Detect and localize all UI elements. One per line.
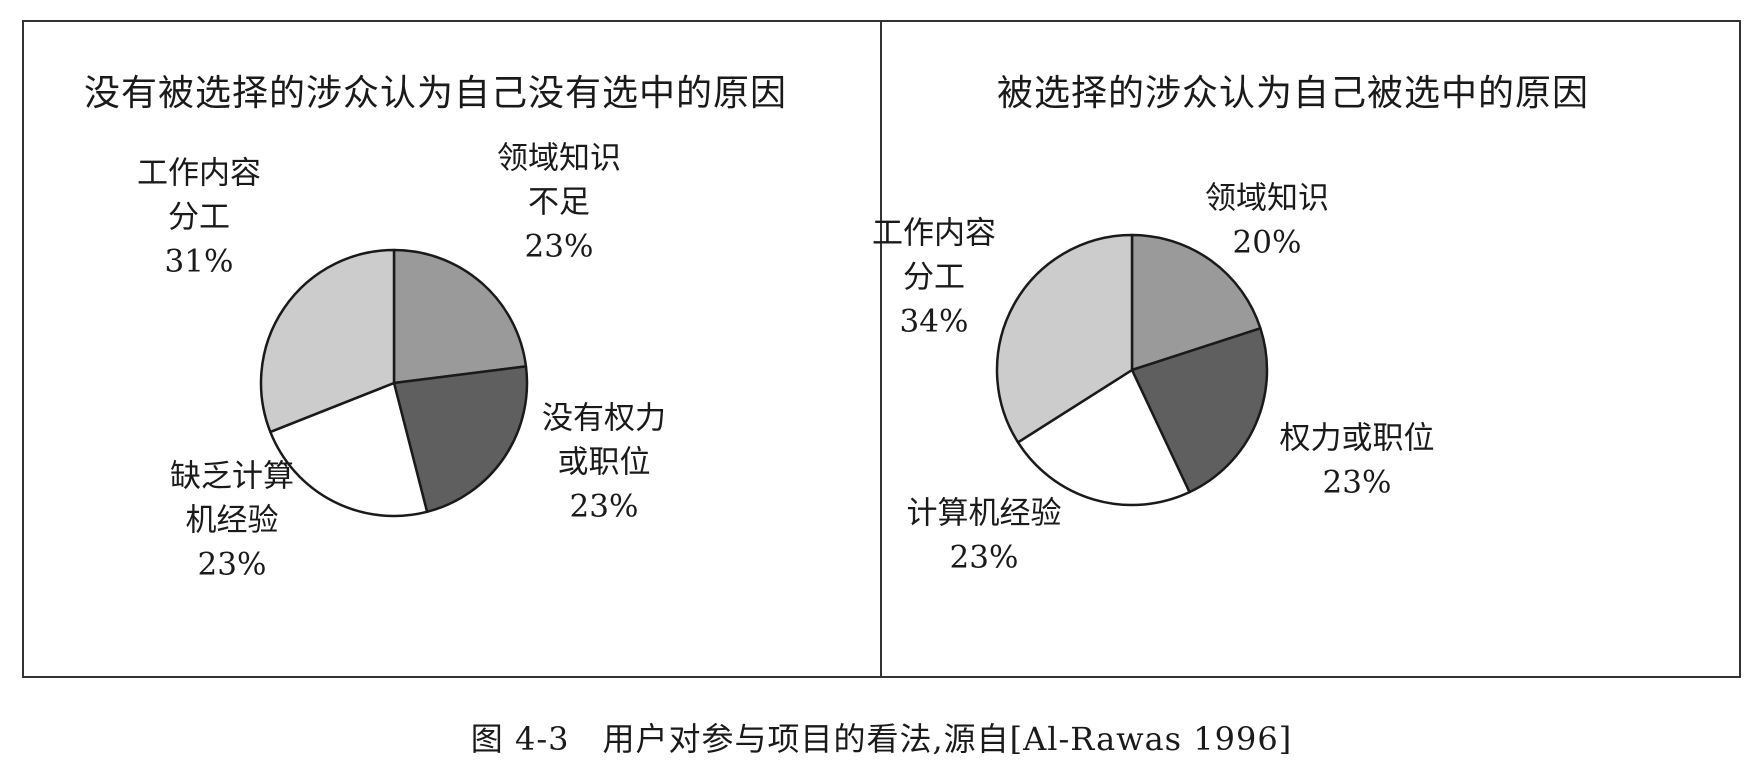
right-pie-value-label-1: 23%: [1323, 465, 1392, 501]
right-pie-slice-label-1-0: 权力或职位: [1280, 421, 1435, 457]
right-pie-panel: 被选择的涉众认为自己被选中的原因 领域知识 20% 权力或职位 23% 计算机经验 23%…: [872, 20, 1739, 678]
right-pie-slice-0: [1130, 233, 1262, 372]
left-pie-slice-2: [269, 381, 429, 518]
right-pie-slice-label-0-0: 领域知识: [1205, 181, 1329, 217]
right-pie-value-label-0: 20%: [1233, 225, 1302, 261]
right-pie-slice-label-3-0: 工作内容: [872, 216, 996, 252]
right-pie-slice-label-3-1: 分工: [903, 260, 965, 296]
right-pie-value-label-3: 34%: [900, 304, 969, 340]
right-pie-slice-2: [1016, 368, 1191, 507]
panel-divider: [880, 20, 882, 678]
left-pie-slice-3: [259, 248, 396, 434]
right-pie-value-label-2: 23%: [950, 540, 1019, 576]
left-pie-slice-label-3-0: 工作内容: [137, 156, 261, 192]
right-pie-slice-label-2-0: 计算机经验: [907, 496, 1062, 532]
left-pie-slice-0: [392, 248, 528, 385]
left-pie-slice-label-3-1: 分工: [168, 200, 230, 236]
left-pie-title: 没有被选择的涉众认为自己没有选中的原因: [84, 73, 788, 114]
left-pie-slice-label-2-0: 缺乏计算: [170, 459, 294, 495]
left-pie-value-label-3: 31%: [165, 244, 234, 280]
right-pie-slice-1: [1130, 327, 1269, 494]
left-pie-value-label-1: 23%: [570, 489, 639, 525]
left-pie-slice-label-0-1: 不足: [528, 185, 590, 221]
left-pie-slice-1: [392, 365, 529, 514]
right-pie-slice-3: [995, 233, 1134, 444]
left-pie-panel: 没有被选择的涉众认为自己没有选中的原因 领域知识不足 23% 没有权力或职位 23% 缺…: [24, 20, 880, 678]
left-pie-slice-label-1-0: 没有权力: [542, 401, 666, 437]
figure-caption: 图 4-3 用户对参与项目的看法,源自[Al-Rawas 1996]: [470, 720, 1293, 758]
left-pie-slice-label-1-1: 或职位: [558, 445, 651, 481]
left-pie-slice-label-2-1: 机经验: [186, 503, 279, 539]
left-pie-value-label-0: 23%: [525, 229, 594, 265]
left-pie-value-label-2: 23%: [198, 547, 267, 583]
left-pie-slice-label-0-0: 领域知识: [497, 141, 621, 177]
right-pie-title: 被选择的涉众认为自己被选中的原因: [997, 73, 1590, 114]
